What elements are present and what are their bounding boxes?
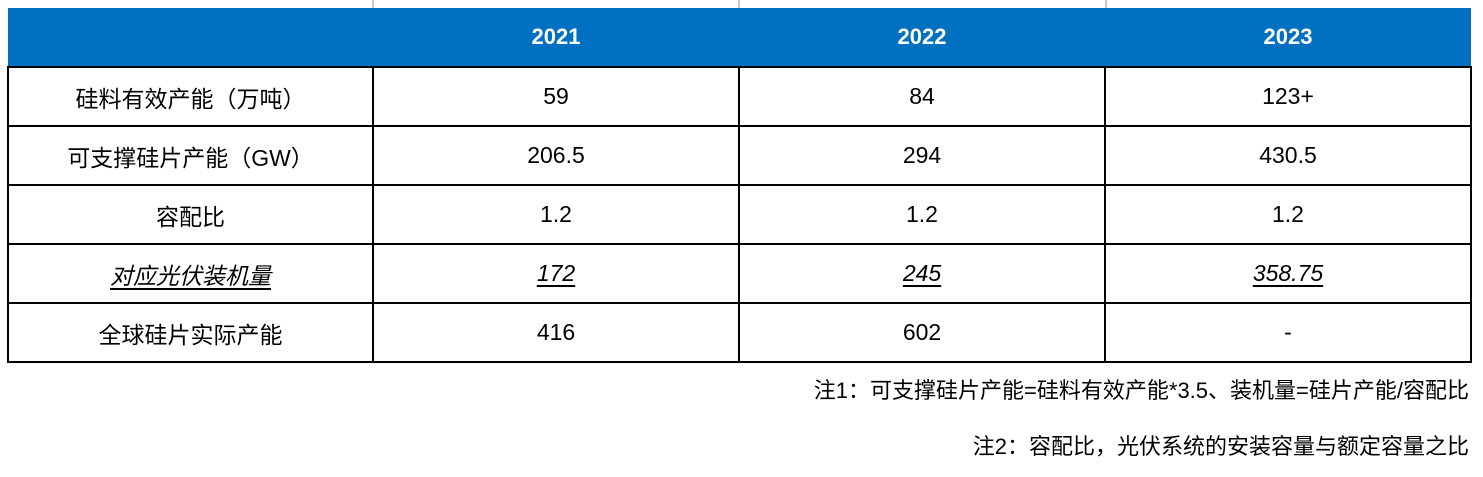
table-row-wafer-capacity-supported: 可支撑硅片产能（GW） 206.5 294 430.5	[7, 125, 1472, 186]
table-row-global-wafer-actual-capacity: 全球硅片实际产能 416 602 -	[7, 302, 1472, 363]
cell-value: 123+	[1104, 66, 1472, 127]
cell-value: 59	[372, 66, 740, 127]
pv-capacity-table: 2021 2022 2023 硅料有效产能（万吨） 59 84 123+ 可支撑…	[7, 8, 1472, 363]
cell-value: 358.75	[1104, 243, 1472, 304]
cell-value: -	[1104, 302, 1472, 363]
cell-value: 602	[738, 302, 1106, 363]
row-label: 硅料有效产能（万吨）	[7, 66, 374, 127]
cell-value: 206.5	[372, 125, 740, 186]
table-row-capacity-ratio: 容配比 1.2 1.2 1.2	[7, 184, 1472, 245]
footnote-1: 注1：可支撑硅片产能=硅料有效产能*3.5、装机量=硅片产能/容配比	[813, 378, 1469, 403]
header-cell-year-2022: 2022	[739, 8, 1105, 67]
cell-value: 430.5	[1104, 125, 1472, 186]
header-cell-year-2021: 2021	[373, 8, 739, 67]
cell-value: 1.2	[738, 184, 1106, 245]
cell-value: 1.2	[372, 184, 740, 245]
table-row-polysilicon-capacity: 硅料有效产能（万吨） 59 84 123+	[7, 66, 1472, 127]
header-cell-year-2023: 2023	[1105, 8, 1471, 67]
cell-value: 416	[372, 302, 740, 363]
cell-value: 84	[738, 66, 1106, 127]
row-label: 全球硅片实际产能	[7, 302, 374, 363]
gridline-stub	[1105, 0, 1107, 8]
gridline-stub	[372, 0, 374, 8]
cell-value: 172	[372, 243, 740, 304]
footnotes: 注1：可支撑硅片产能=硅料有效产能*3.5、装机量=硅片产能/容配比 注2：容配…	[814, 377, 1469, 461]
gridline-stub	[738, 0, 740, 8]
row-label: 对应光伏装机量	[7, 243, 374, 304]
cell-value: 245	[738, 243, 1106, 304]
table-header-row: 2021 2022 2023	[8, 8, 1471, 67]
row-label: 容配比	[7, 184, 374, 245]
cell-value: 294	[738, 125, 1106, 186]
cell-value: 1.2	[1104, 184, 1472, 245]
table-row-pv-installation: 对应光伏装机量 172 245 358.75	[7, 243, 1472, 304]
footnote-2: 注2：容配比，光伏系统的安装容量与额定容量之比	[972, 434, 1469, 459]
row-label: 可支撑硅片产能（GW）	[7, 125, 374, 186]
header-cell-blank	[8, 8, 373, 67]
